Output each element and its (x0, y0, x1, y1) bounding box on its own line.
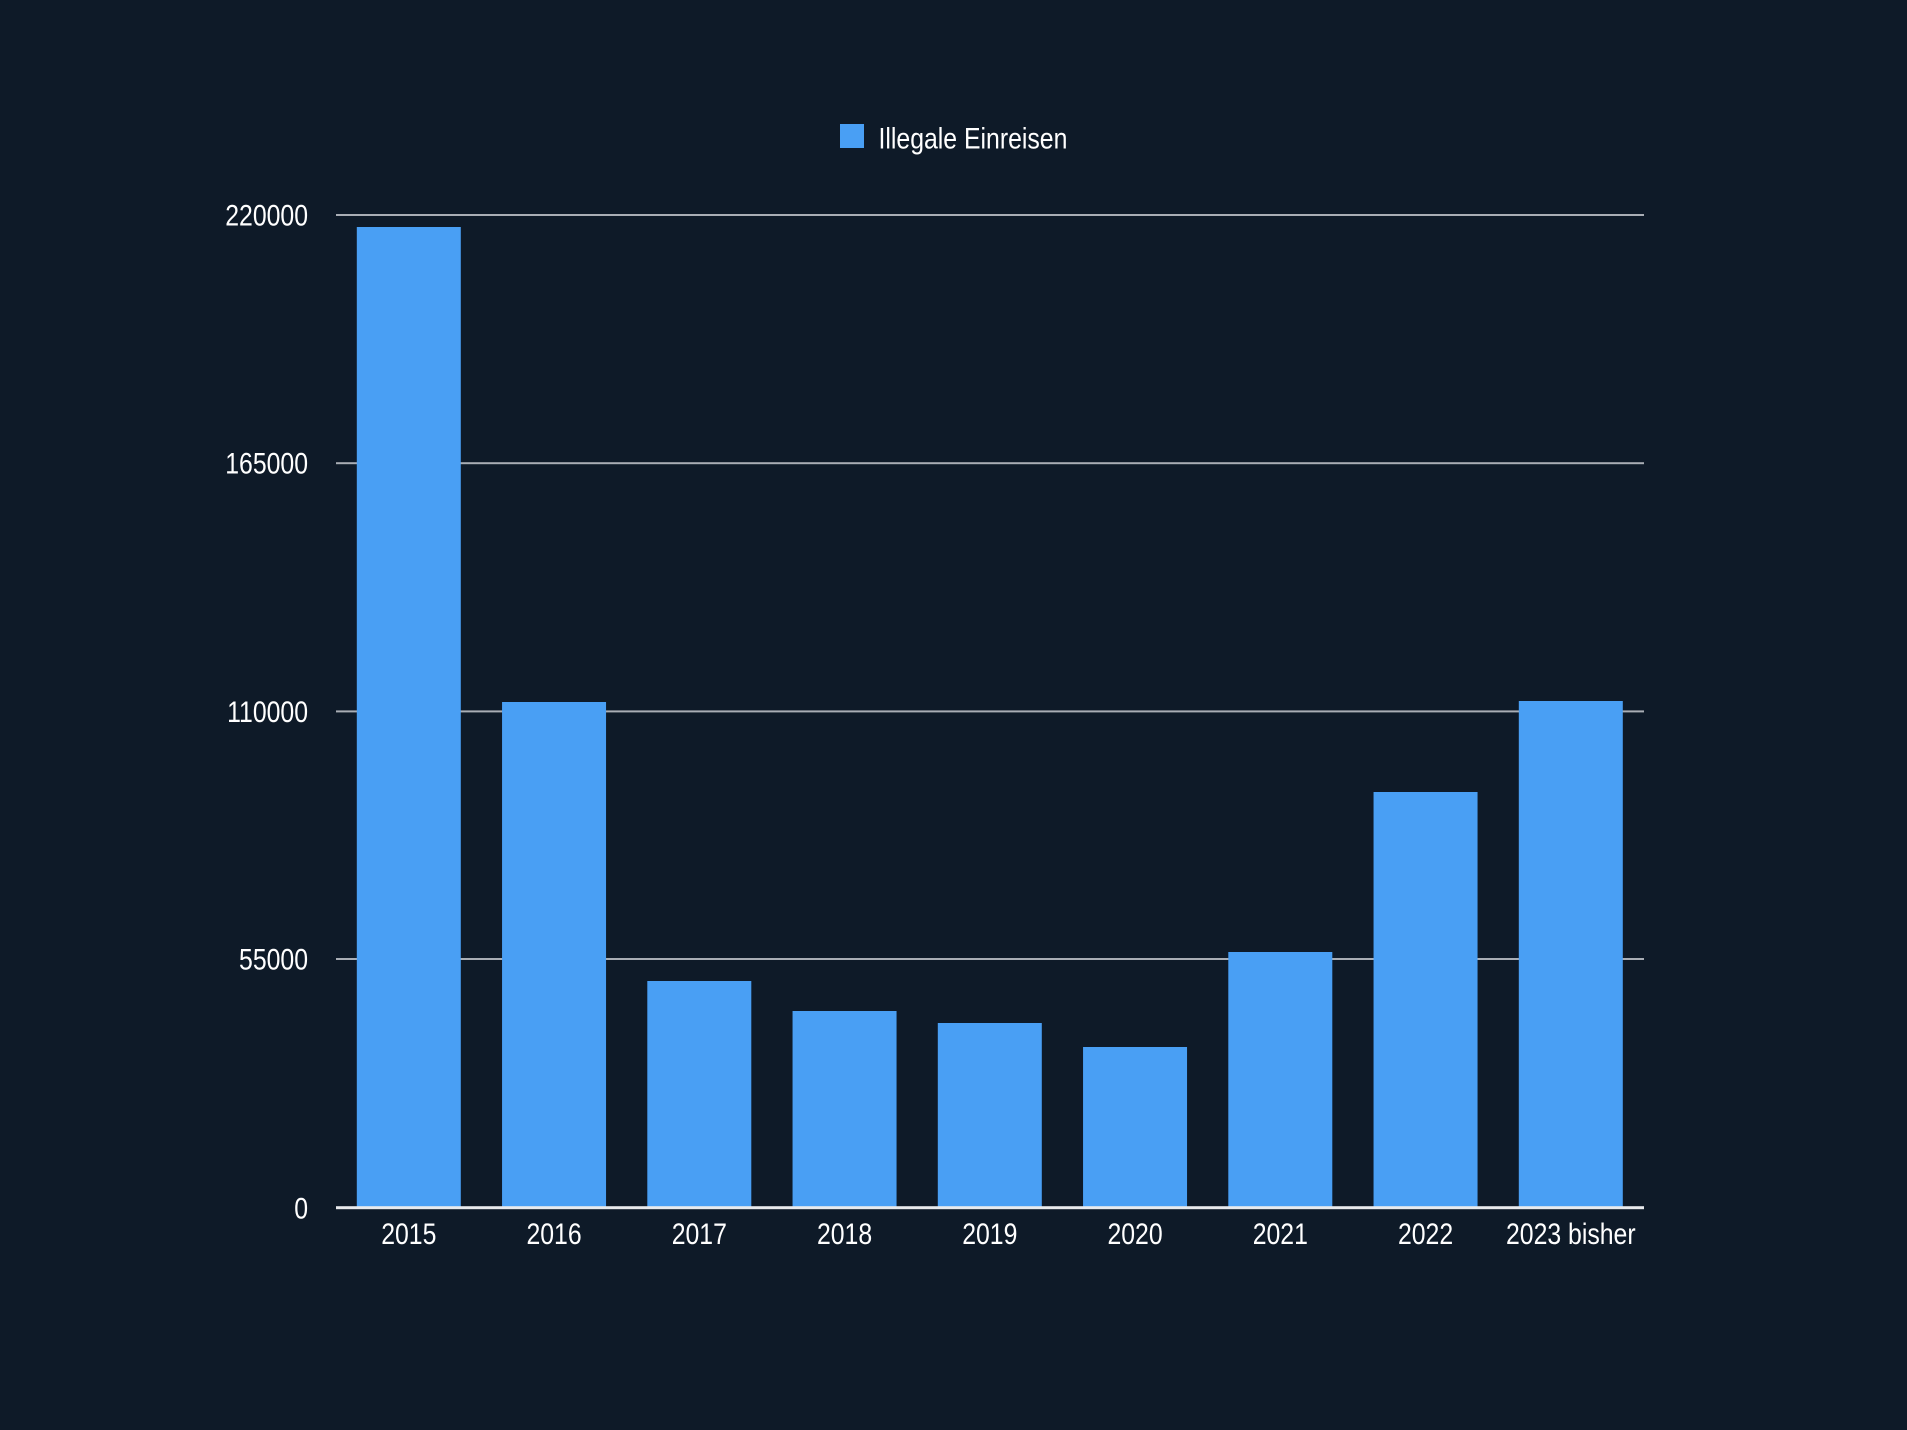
svg-text:0: 0 (294, 1191, 308, 1225)
svg-text:Illegale Einreisen: Illegale Einreisen (879, 121, 1068, 155)
svg-text:2016: 2016 (526, 1217, 581, 1251)
svg-text:165000: 165000 (225, 446, 308, 480)
svg-text:2018: 2018 (817, 1217, 872, 1251)
svg-text:2021: 2021 (1253, 1217, 1308, 1251)
svg-text:2020: 2020 (1107, 1217, 1162, 1251)
svg-text:2015: 2015 (381, 1217, 436, 1251)
svg-text:220000: 220000 (225, 198, 308, 232)
svg-text:110000: 110000 (227, 695, 308, 729)
svg-text:2017: 2017 (672, 1217, 727, 1251)
svg-text:2023 bisher: 2023 bisher (1506, 1217, 1636, 1251)
svg-text:2019: 2019 (962, 1217, 1017, 1251)
svg-text:2022: 2022 (1398, 1217, 1453, 1251)
svg-text:55000: 55000 (239, 942, 308, 976)
